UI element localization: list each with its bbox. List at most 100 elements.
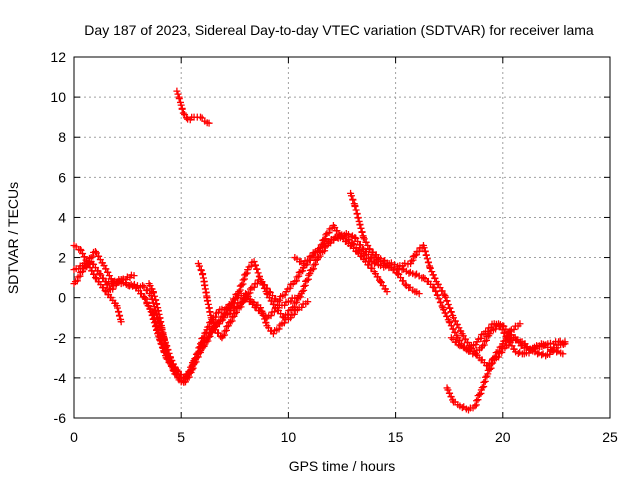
x-tick-label: 0	[70, 429, 78, 445]
data-point	[209, 320, 217, 328]
data-point	[298, 287, 306, 295]
data-point	[431, 274, 439, 282]
y-tick-label: -6	[54, 410, 67, 426]
data-point	[199, 271, 207, 279]
data-point	[151, 292, 159, 300]
data-point	[232, 308, 240, 316]
data-point	[480, 378, 488, 386]
data-point	[267, 312, 275, 320]
data-point	[487, 360, 495, 368]
data-point	[109, 285, 117, 293]
y-tick-label: 4	[58, 209, 66, 225]
data-point	[419, 274, 427, 282]
data-point	[443, 313, 451, 321]
data-point	[487, 324, 495, 332]
data-point	[104, 268, 112, 276]
data-point	[237, 303, 245, 311]
data-point	[377, 278, 385, 286]
data-point	[424, 259, 432, 267]
data-point	[310, 252, 318, 260]
data-point	[447, 308, 455, 316]
data-point	[484, 327, 492, 335]
data-point	[438, 302, 446, 310]
data-point	[253, 279, 261, 287]
data-point	[284, 310, 292, 318]
data-point	[175, 95, 183, 103]
data-point	[219, 332, 227, 340]
data-point	[440, 290, 448, 298]
data-point	[421, 248, 429, 256]
grid-lines	[74, 57, 610, 418]
data-point	[77, 246, 85, 254]
data-point	[352, 206, 360, 214]
data-point	[466, 345, 474, 353]
data-point	[486, 365, 494, 373]
data-point	[407, 257, 415, 265]
data-point	[203, 297, 211, 305]
data-point	[401, 259, 409, 267]
data-point	[394, 270, 402, 278]
data-point	[250, 283, 258, 291]
data-point	[422, 251, 430, 259]
data-point	[305, 271, 313, 279]
series-satellite-g	[173, 87, 213, 127]
data-point	[197, 266, 205, 274]
data-point	[559, 350, 567, 358]
data-point	[435, 295, 443, 303]
data-point	[320, 236, 328, 244]
data-point	[304, 298, 312, 306]
chart-title: Day 187 of 2023, Sidereal Day-to-day VTE…	[84, 22, 594, 38]
x-tick-labels: 0 5 10 15 20 25	[70, 429, 618, 445]
data-point	[549, 347, 557, 355]
series-satellite-l	[447, 320, 569, 360]
data-point	[141, 294, 149, 302]
data-point	[358, 244, 366, 252]
data-point	[130, 272, 138, 280]
data-point	[173, 87, 181, 95]
data-point	[317, 241, 325, 249]
series-satellite-h	[194, 229, 423, 342]
data-point	[310, 261, 318, 269]
data-point	[362, 238, 370, 246]
data-point	[347, 233, 355, 241]
data-point	[458, 404, 466, 412]
data-point	[354, 214, 362, 222]
series-satellite-k	[443, 320, 524, 414]
data-point	[205, 119, 213, 127]
data-point	[153, 325, 161, 333]
data-point	[325, 229, 333, 237]
data-point	[246, 285, 254, 293]
data-point	[434, 291, 442, 299]
data-point	[254, 269, 262, 277]
data-point	[473, 397, 481, 405]
data-point	[178, 105, 186, 113]
data-point	[358, 228, 366, 236]
data-point	[525, 346, 533, 354]
data-point	[437, 299, 445, 307]
data-point	[154, 329, 162, 337]
data-point	[117, 318, 125, 326]
data-point	[423, 255, 431, 263]
data-point	[174, 90, 182, 98]
data-point	[177, 101, 185, 109]
data-point	[90, 270, 98, 278]
data-point	[477, 334, 485, 342]
y-tick-label: 10	[50, 89, 66, 105]
data-point	[428, 268, 436, 276]
data-point	[119, 279, 127, 287]
data-point	[415, 247, 423, 255]
data-point	[221, 327, 229, 335]
data-point	[415, 290, 423, 298]
data-point	[315, 247, 323, 255]
data-point	[231, 310, 239, 318]
series-satellite-i	[291, 221, 391, 296]
data-point	[159, 344, 167, 352]
x-tick-label: 20	[495, 429, 511, 445]
data-point	[91, 274, 99, 282]
x-tick-label: 25	[602, 429, 618, 445]
y-tick-label: -4	[54, 370, 67, 386]
data-point	[79, 268, 87, 276]
data-point	[223, 323, 231, 331]
data-point	[444, 386, 452, 394]
x-tick-label: 15	[388, 429, 404, 445]
